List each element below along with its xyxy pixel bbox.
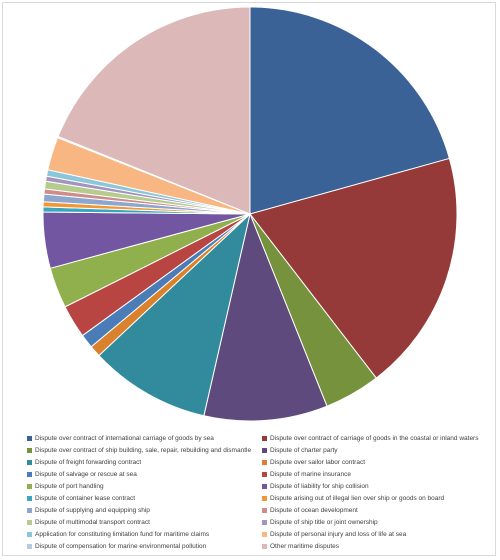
legend-item: Dispute of freight forwarding contract xyxy=(27,456,262,468)
legend-item: Dispute over contract of international c… xyxy=(27,432,262,444)
legend-label: Dispute over contract of international c… xyxy=(35,434,214,442)
legend-item: Dispute over sailor labor contract xyxy=(262,456,487,468)
legend-swatch xyxy=(27,531,32,537)
legend-item: Dispute of charter party xyxy=(262,444,487,456)
legend-swatch xyxy=(262,531,267,537)
legend-item: Dispute over contract of carriage of goo… xyxy=(262,432,487,444)
legend-label: Dispute of freight forwarding contract xyxy=(35,458,142,466)
pie-slice-1 xyxy=(249,6,451,215)
legend-item: Dispute of multimodal transport contract xyxy=(27,516,262,528)
legend-label: Dispute of marine insurance xyxy=(270,470,351,478)
legend-label: Dispute of liability for ship collision xyxy=(270,482,369,490)
legend: Dispute over contract of international c… xyxy=(27,432,487,552)
legend-swatch xyxy=(27,471,32,477)
legend-label: Dispute of container lease contract xyxy=(35,494,136,502)
legend-swatch xyxy=(27,543,32,549)
legend-label: Application for constituting limitation … xyxy=(35,530,210,538)
legend-label: Dispute of salvage or rescue at sea xyxy=(35,470,137,478)
legend-label: Dispute of multimodal transport contract xyxy=(35,518,150,526)
legend-label: Dispute of compensation for marine envir… xyxy=(35,542,207,550)
legend-label: Dispute over contract of carriage of goo… xyxy=(270,434,479,442)
pie-slice-20 xyxy=(57,6,251,215)
legend-swatch xyxy=(262,459,267,465)
legend-label: Dispute of supplying and equipping ship xyxy=(35,506,150,514)
legend-swatch xyxy=(27,435,32,441)
pie-slice-2 xyxy=(249,157,458,379)
legend-label: Dispute over sailor labor contract xyxy=(270,458,366,466)
legend-label: Dispute of ship title or joint ownership xyxy=(270,518,378,526)
legend-swatch xyxy=(262,483,267,489)
legend-item: Dispute of liability for ship collision xyxy=(262,480,487,492)
legend-label: Dispute of personal injury and loss of l… xyxy=(270,530,407,538)
legend-swatch xyxy=(262,435,267,441)
legend-swatch xyxy=(27,447,32,453)
legend-item: Dispute of personal injury and loss of l… xyxy=(262,528,487,540)
legend-label: Dispute over contract of ship building, … xyxy=(35,446,252,454)
legend-item: Dispute of marine insurance xyxy=(262,468,487,480)
pie-slice-4 xyxy=(203,212,328,422)
legend-item: Dispute of container lease contract xyxy=(27,492,262,504)
legend-item: Dispute of port handling xyxy=(27,480,262,492)
legend-label: Dispute of port handling xyxy=(35,482,104,490)
pie-chart xyxy=(42,6,458,422)
legend-swatch xyxy=(262,447,267,453)
legend-item: Dispute of supplying and equipping ship xyxy=(27,504,262,516)
legend-swatch xyxy=(27,519,32,525)
legend-item: Dispute of ocean development xyxy=(262,504,487,516)
legend-item: Dispute arising out of illegal lien over… xyxy=(262,492,487,504)
legend-swatch xyxy=(262,519,267,525)
legend-item: Dispute of salvage or rescue at sea xyxy=(27,468,262,480)
legend-item: Dispute over contract of ship building, … xyxy=(27,444,262,456)
legend-item: Other maritime disputes xyxy=(262,540,487,552)
legend-swatch xyxy=(262,471,267,477)
legend-swatch xyxy=(262,507,267,513)
legend-swatch xyxy=(262,495,267,501)
legend-swatch xyxy=(262,543,267,549)
legend-label: Other maritime disputes xyxy=(270,542,339,550)
legend-label: Dispute of ocean development xyxy=(270,506,358,514)
legend-item: Dispute of ship title or joint ownership xyxy=(262,516,487,528)
pie-slice-5 xyxy=(98,212,251,417)
legend-swatch xyxy=(27,459,32,465)
legend-swatch xyxy=(27,507,32,513)
legend-swatch xyxy=(27,483,32,489)
legend-label: Dispute of charter party xyxy=(270,446,338,454)
legend-item: Dispute of compensation for marine envir… xyxy=(27,540,262,552)
legend-item: Application for constituting limitation … xyxy=(27,528,262,540)
legend-swatch xyxy=(27,495,32,501)
legend-label: Dispute arising out of illegal lien over… xyxy=(270,494,445,502)
